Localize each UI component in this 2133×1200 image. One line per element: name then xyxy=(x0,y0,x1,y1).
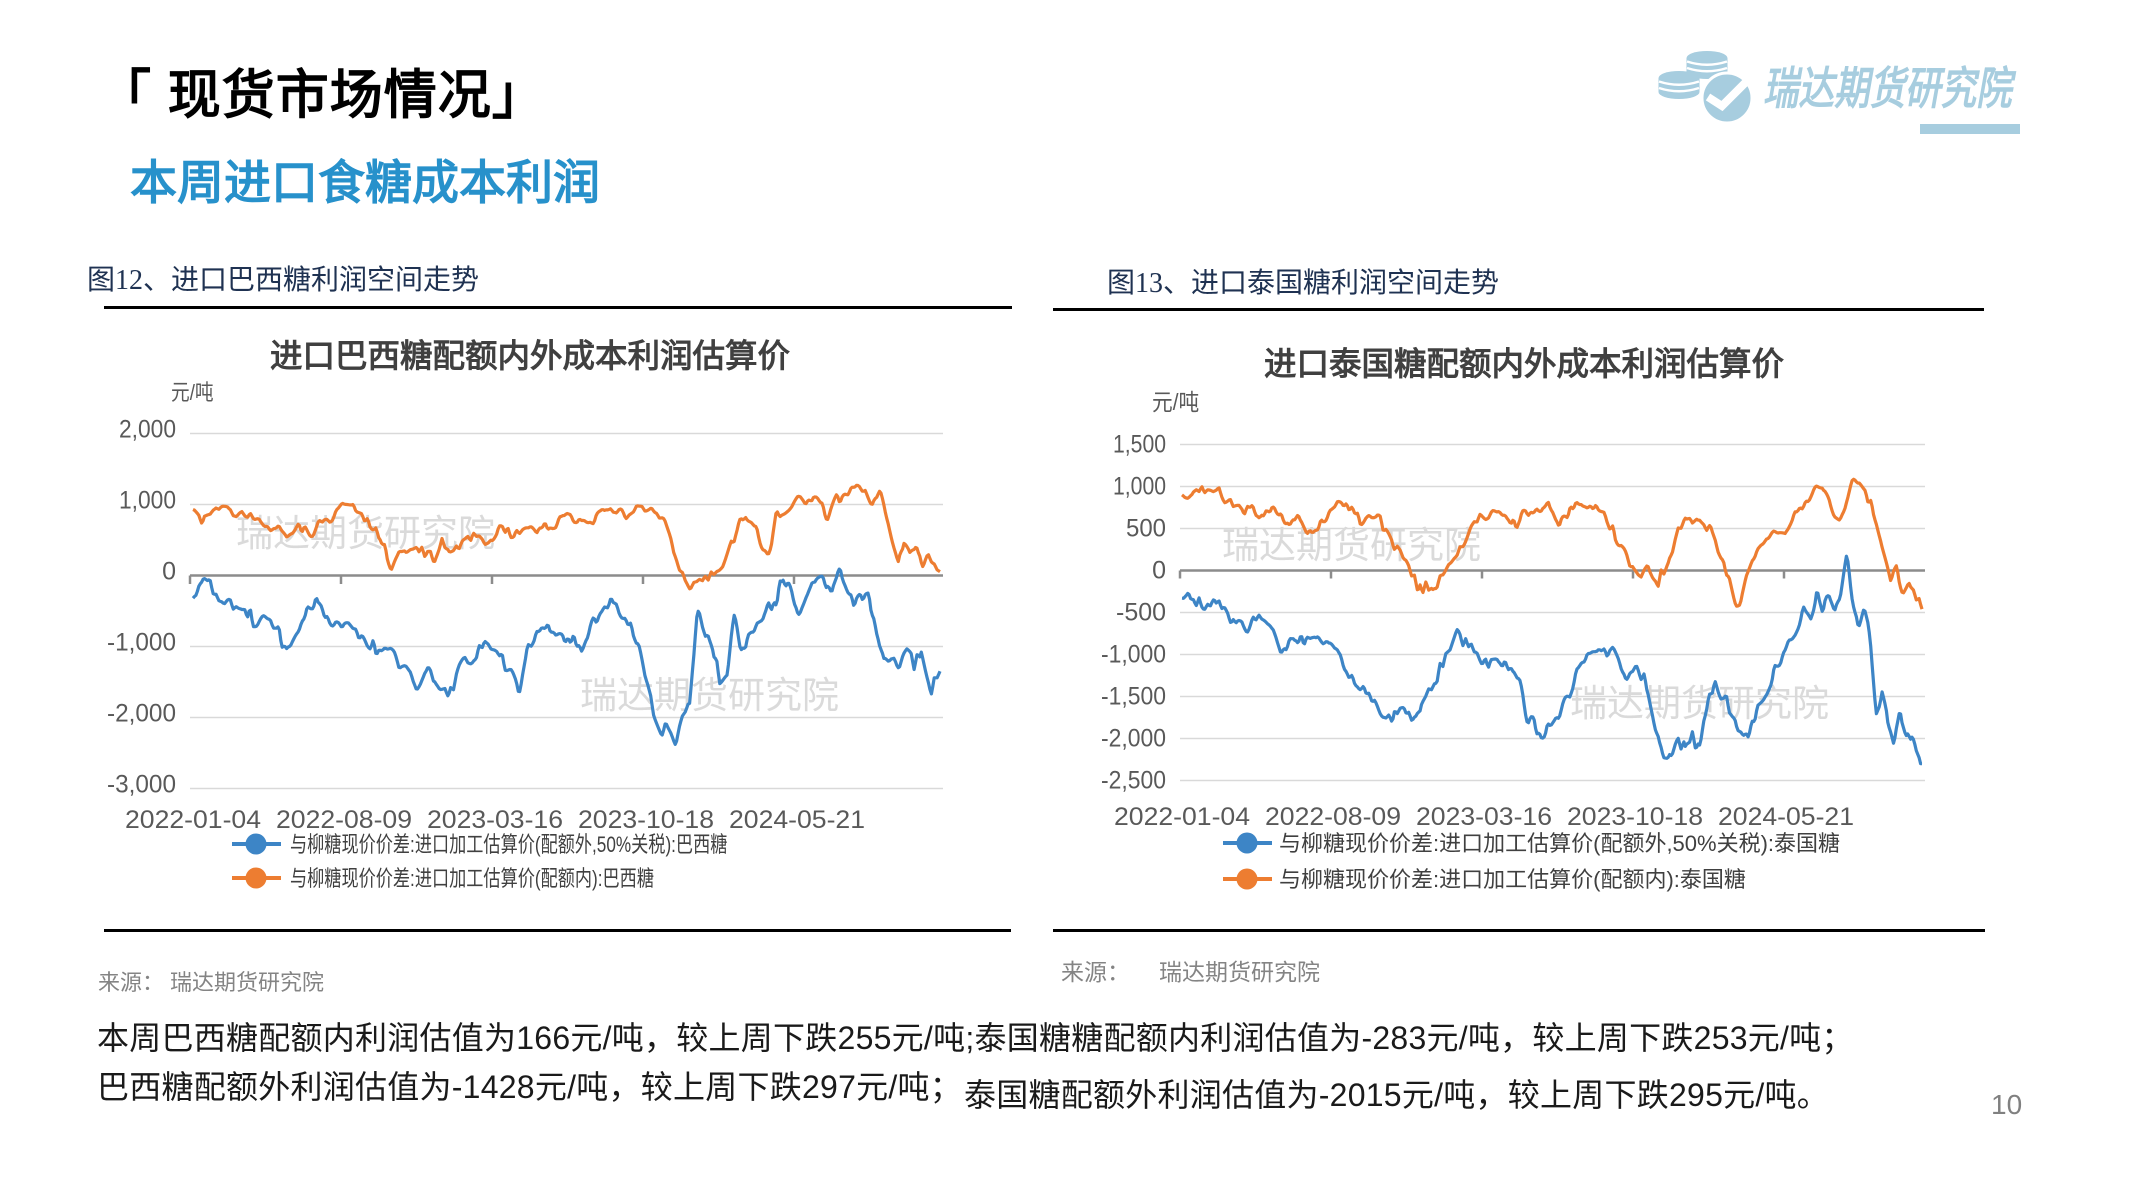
svg-text:-2,000: -2,000 xyxy=(107,700,176,728)
svg-text:-2,000: -2,000 xyxy=(1101,725,1166,753)
svg-text:1,000: 1,000 xyxy=(119,487,176,515)
svg-text:瑞达期货研究院: 瑞达期货研究院 xyxy=(580,675,839,716)
svg-text:进口泰国糖配额内外成本利润估算价: 进口泰国糖配额内外成本利润估算价 xyxy=(1264,345,1785,382)
svg-text:元/吨: 元/吨 xyxy=(171,381,214,406)
svg-text:进口巴西糖配额内外成本利润估算价: 进口巴西糖配额内外成本利润估算价 xyxy=(270,337,791,374)
svg-text:500: 500 xyxy=(1126,515,1166,543)
svg-text:与柳糖现价价差:进口加工估算价(配额外,50%关税):泰国糖: 与柳糖现价价差:进口加工估算价(配额外,50%关税):泰国糖 xyxy=(1279,831,1840,856)
svg-text:2022-01-04: 2022-01-04 xyxy=(125,806,261,834)
svg-text:-1,000: -1,000 xyxy=(107,629,176,657)
svg-text:2022-08-09: 2022-08-09 xyxy=(276,806,412,834)
svg-text:元/吨: 元/吨 xyxy=(1152,389,1199,415)
svg-text:2,000: 2,000 xyxy=(119,416,176,444)
svg-text:2024-05-21: 2024-05-21 xyxy=(1718,803,1854,831)
svg-text:-2,500: -2,500 xyxy=(1101,767,1166,795)
svg-text:瑞达期货研究院: 瑞达期货研究院 xyxy=(1761,63,2019,114)
svg-text:-3,000: -3,000 xyxy=(107,771,176,799)
svg-text:2023-10-18: 2023-10-18 xyxy=(578,806,714,834)
svg-text:0: 0 xyxy=(1152,557,1166,585)
svg-text:与柳糖现价价差:进口加工估算价(配额外,50%关税):巴西糖: 与柳糖现价价差:进口加工估算价(配额外,50%关税):巴西糖 xyxy=(290,833,727,858)
svg-text:2023-03-16: 2023-03-16 xyxy=(427,806,563,834)
svg-text:2023-03-16: 2023-03-16 xyxy=(1416,803,1552,831)
svg-text:-500: -500 xyxy=(1116,599,1166,627)
svg-text:2022-01-04: 2022-01-04 xyxy=(1114,803,1250,831)
svg-text:-1,500: -1,500 xyxy=(1101,683,1166,711)
svg-text:瑞达期货研究院: 瑞达期货研究院 xyxy=(1570,683,1829,724)
svg-text:与柳糖现价价差:进口加工估算价(配额内):泰国糖: 与柳糖现价价差:进口加工估算价(配额内):泰国糖 xyxy=(1279,867,1746,892)
svg-text:2023-10-18: 2023-10-18 xyxy=(1567,803,1703,831)
svg-text:2024-05-21: 2024-05-21 xyxy=(729,806,865,834)
svg-text:1,500: 1,500 xyxy=(1113,431,1166,459)
svg-text:2022-08-09: 2022-08-09 xyxy=(1265,803,1401,831)
svg-text:-1,000: -1,000 xyxy=(1101,641,1166,669)
svg-text:与柳糖现价价差:进口加工估算价(配额内):巴西糖: 与柳糖现价价差:进口加工估算价(配额内):巴西糖 xyxy=(290,867,654,892)
svg-text:0: 0 xyxy=(162,558,176,586)
svg-text:1,000: 1,000 xyxy=(1113,473,1166,501)
svg-text:瑞达期货研究院: 瑞达期货研究院 xyxy=(1222,525,1481,566)
